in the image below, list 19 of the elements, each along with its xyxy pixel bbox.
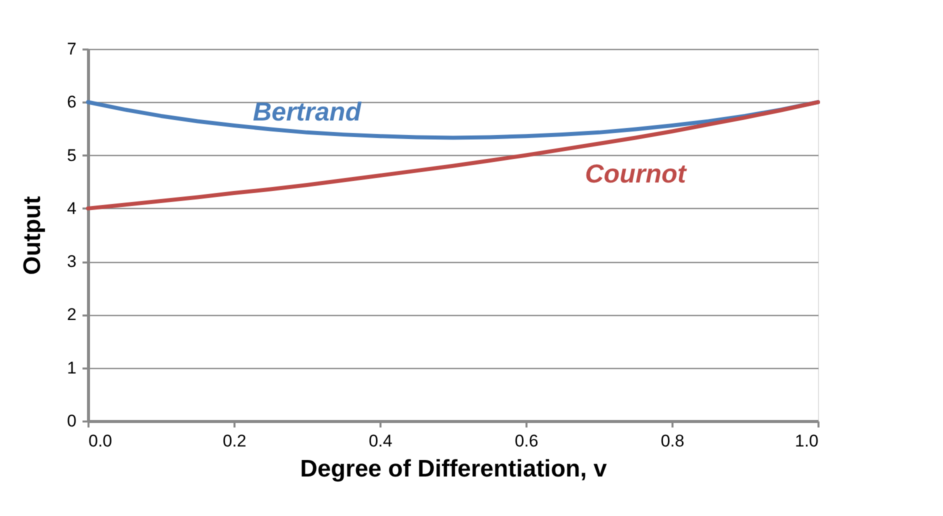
line-series <box>86 100 820 210</box>
x-tick-label: 0.2 <box>222 432 246 450</box>
x-tick-label: 0.8 <box>660 432 684 450</box>
y-tick-label: 4 <box>67 198 76 218</box>
y-tick-label: 5 <box>67 146 76 165</box>
y-axis-title: Output <box>19 196 46 275</box>
x-axis-title: Degree of Differentiation, v <box>300 456 608 482</box>
y-tick-label: 3 <box>67 252 76 272</box>
x-tick-label: 0.0 <box>88 432 112 450</box>
y-tick-label: 7 <box>67 40 76 58</box>
x-tick-label: 0.4 <box>368 432 392 450</box>
x-tick-label: 0.6 <box>514 432 538 450</box>
y-tick-label: 0 <box>67 412 76 430</box>
y-tick-label: 6 <box>67 92 76 112</box>
series-label: Cournot <box>584 158 688 189</box>
series-label: Bertrand <box>252 96 362 126</box>
y-tick-label: 2 <box>67 305 76 324</box>
x-tick-label: 1.0 <box>794 432 818 450</box>
y-tick-label: 1 <box>67 358 76 378</box>
